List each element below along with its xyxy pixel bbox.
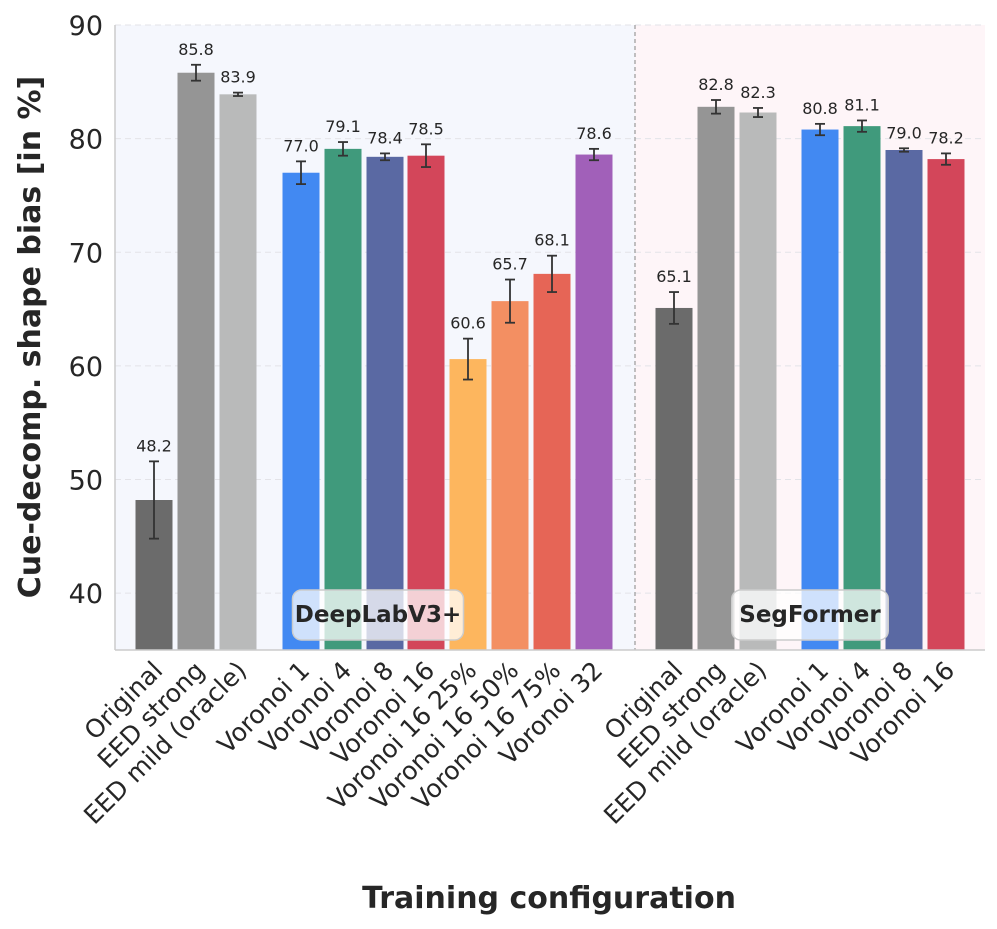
group-label: DeepLabV3+ [295,602,461,628]
value-label: 79.0 [886,123,922,142]
y-axis-title: Cue-decomp. shape bias [in %] [13,76,48,599]
y-tick-label: 50 [69,466,103,497]
bar [533,273,571,650]
value-label: 85.8 [178,40,214,59]
bar [407,155,445,650]
value-label: 82.3 [740,83,776,102]
value-label: 48.2 [136,436,172,455]
value-label: 80.8 [802,99,838,118]
y-tick-label: 90 [69,11,103,42]
value-label: 77.0 [283,136,319,155]
bar [697,106,735,651]
group-label-box [291,589,465,641]
value-label: 78.4 [367,128,403,147]
y-tick-label: 40 [69,579,103,610]
bar [927,159,965,650]
bar [801,129,839,650]
bar [366,156,404,650]
y-tick-label: 60 [69,352,103,383]
bar [177,72,215,650]
value-label: 60.6 [450,314,486,333]
bar [655,307,693,650]
value-label: 65.7 [492,255,528,274]
bar [491,301,529,650]
bar [219,94,257,651]
bar [575,154,613,650]
y-tick-label: 70 [69,238,103,269]
x-axis-title: Training configuration [362,881,736,916]
group-label-box [731,589,889,641]
value-label: 65.1 [656,267,692,286]
value-label: 81.1 [844,95,880,114]
group-label: SegFormer [739,602,881,628]
value-label: 78.6 [576,124,612,143]
bar [324,148,362,650]
bar [739,112,777,650]
value-label: 83.9 [220,68,256,87]
bar [843,126,881,651]
value-label: 79.1 [325,117,361,136]
value-label: 78.2 [928,128,964,147]
value-label: 82.8 [698,75,734,94]
value-label: 78.5 [408,119,444,138]
value-label: 68.1 [534,231,570,250]
bar [885,150,923,650]
bar [282,172,320,650]
y-tick-label: 80 [69,125,103,156]
